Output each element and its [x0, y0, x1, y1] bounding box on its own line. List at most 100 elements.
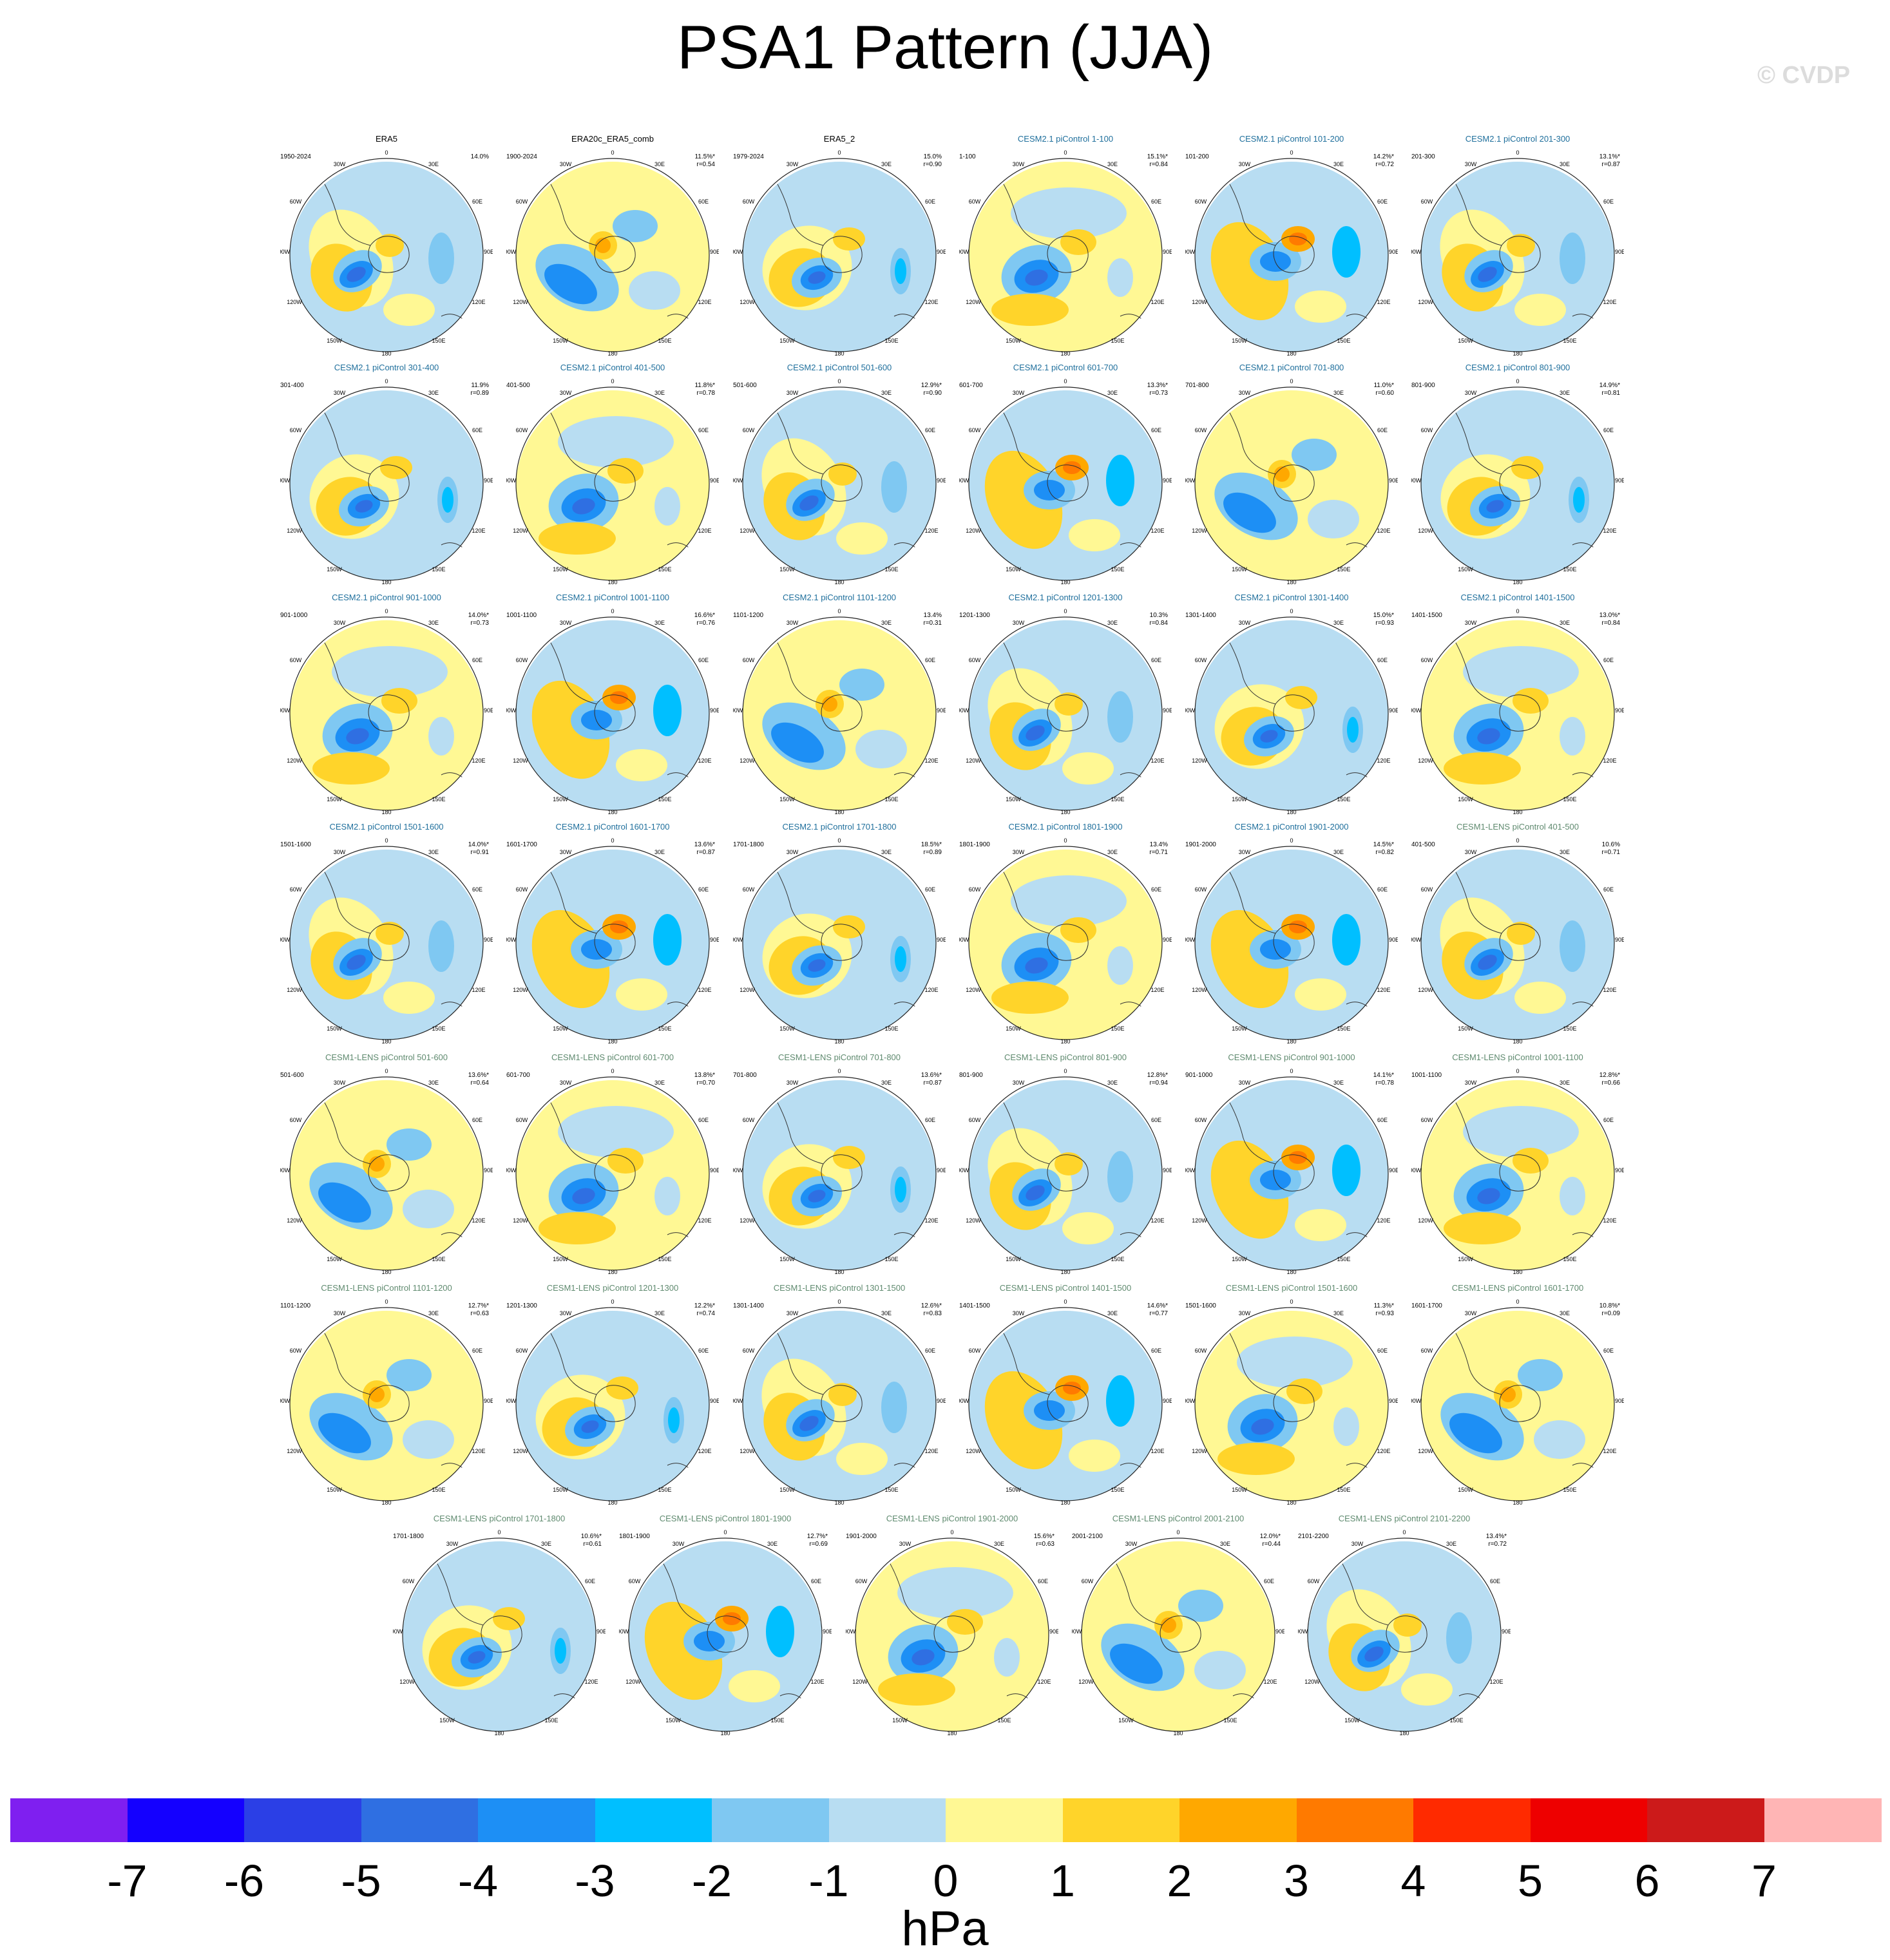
- longitude-label: 30E: [428, 849, 439, 855]
- longitude-label: 150E: [884, 796, 898, 803]
- south-america-coastline: [771, 174, 824, 246]
- longitude-label: 120W: [966, 299, 981, 305]
- longitude-label: 30W: [560, 620, 572, 626]
- pattern-correlation: r=0.44: [1262, 1541, 1281, 1548]
- colorbar-tick-label: 6: [1634, 1856, 1660, 1906]
- anomaly-contour: [1106, 1375, 1134, 1427]
- longitude-label: 150W: [553, 566, 568, 573]
- map-panel: ERA5 1950-2024 14.0% 0 30W 30E 60W 60E 90W 90E 120…: [280, 134, 493, 359]
- longitude-label: 90W: [959, 707, 969, 714]
- longitude-label: 60E: [698, 657, 709, 663]
- panel-title: CESM2.1 piControl 1901-2000: [1234, 822, 1349, 832]
- longitude-label: 120E: [924, 528, 938, 534]
- longitude-label: 60E: [1151, 886, 1161, 893]
- longitude-label: 30E: [654, 1310, 665, 1317]
- anomaly-contour: [1069, 1440, 1120, 1472]
- panel-period: 401-500: [506, 382, 530, 389]
- panel-stats: 12.2%* r=0.74: [694, 1302, 715, 1318]
- polar-map: 0 30W 30E 60W 60E 90W 90E 120W 120E 150W 150E 180: [506, 378, 719, 585]
- longitude-label: 30E: [541, 1541, 551, 1547]
- panel-title: CESM1-LENS piControl 901-1000: [1228, 1052, 1355, 1062]
- longitude-label: 150E: [432, 1487, 445, 1493]
- colorbar-tick-label: 4: [1400, 1856, 1426, 1906]
- panel-period: 2001-2100: [1072, 1533, 1103, 1540]
- longitude-label: 90E: [1502, 1628, 1511, 1635]
- map-panel: CESM2.1 piControl 1401-1500 1401-1500 13.0…: [1411, 593, 1624, 818]
- colorbar-tick-label: -3: [575, 1856, 615, 1906]
- longitude-label: 180: [381, 350, 391, 357]
- longitude-label: 90E: [710, 1167, 719, 1174]
- longitude-label: 60E: [1603, 886, 1614, 893]
- longitude-label: 30E: [1333, 1080, 1344, 1086]
- south-america-coastline: [997, 633, 1050, 705]
- explained-variance: 16.6%*: [694, 612, 715, 619]
- longitude-label: 180: [1286, 1499, 1296, 1506]
- longitude-label: 120W: [287, 299, 302, 305]
- longitude-label: 150E: [432, 338, 445, 344]
- anomaly-contour: [442, 487, 453, 513]
- longitude-label: 120E: [1377, 987, 1390, 993]
- anomaly-contour: [1110, 1643, 1163, 1684]
- panel-stats: 10.8%* r=0.09: [1599, 1302, 1620, 1318]
- longitude-label: 120E: [698, 987, 711, 993]
- polar-map: 0 30W 30E 60W 60E 90W 90E 120W 120E 150W 150E 180: [959, 837, 1172, 1045]
- antarctica-coastline: [821, 464, 863, 502]
- longitude-label: 30E: [654, 161, 665, 167]
- polar-map: 0 30W 30E 60W 60E 90W 90E 120W 120E 150W 150E 180: [1185, 1068, 1398, 1275]
- polar-map: 0 30W 30E 60W 60E 90W 90E 120W 120E 150W 150E 180: [846, 1529, 1058, 1736]
- anomaly-contour: [1364, 1646, 1384, 1662]
- longitude-label: 120W: [1304, 1679, 1320, 1685]
- colorbar-tick-label: -2: [691, 1856, 732, 1906]
- longitude-label: 30W: [1013, 390, 1025, 396]
- polar-map: 0 30W 30E 60W 60E 90W 90E 120W 120E 150W 150E 180: [1185, 149, 1398, 357]
- anomaly-contour: [616, 978, 667, 1011]
- longitude-label: 180: [834, 350, 844, 357]
- antarctica-coastline: [821, 694, 863, 732]
- antarctica-coastline: [1047, 694, 1089, 732]
- explained-variance: 11.9%: [471, 382, 489, 389]
- longitude-label: 150E: [1563, 1487, 1576, 1493]
- longitude-label: 90W: [280, 937, 291, 943]
- explained-variance: 14.0%*: [468, 841, 489, 848]
- colorbar-tick-label: 1: [1050, 1856, 1075, 1906]
- anomaly-contour: [428, 920, 454, 972]
- antarctica-coastline: [1273, 1154, 1315, 1192]
- anomaly-contour: [1477, 728, 1500, 745]
- anomaly-contour: [1025, 269, 1048, 286]
- longitude-label: 150E: [1337, 1256, 1350, 1262]
- anomaly-contour: [1063, 1382, 1081, 1394]
- south-america-coastline: [544, 1323, 597, 1395]
- longitude-label: 150E: [884, 1487, 898, 1493]
- anomaly-contour: [1223, 492, 1276, 533]
- panel-period: 1301-1400: [733, 1302, 764, 1309]
- longitude-label: 90W: [280, 1398, 291, 1404]
- explained-variance: 13.8%*: [694, 1072, 715, 1079]
- anomaly-contour: [1194, 1651, 1246, 1689]
- panel-stats: 13.4% r=0.71: [1149, 841, 1168, 857]
- anomaly-contour: [428, 233, 454, 284]
- south-america-coastline: [997, 174, 1050, 246]
- longitude-label: 0: [837, 1299, 841, 1305]
- south-america-coastline: [771, 862, 824, 934]
- polar-map: 0 30W 30E 60W 60E 90W 90E 120W 120E 150W 150E 180: [506, 149, 719, 357]
- longitude-label: 120E: [1603, 299, 1616, 305]
- polar-map: 0 30W 30E 60W 60E 90W 90E 120W 120E 150W 150E 180: [1411, 149, 1624, 357]
- anomaly-contour: [607, 1148, 644, 1174]
- longitude-label: 30W: [787, 620, 799, 626]
- longitude-label: 150E: [658, 1025, 671, 1032]
- longitude-label: 60E: [925, 1117, 935, 1123]
- longitude-label: 60W: [1421, 1347, 1433, 1354]
- anomaly-contour: [610, 920, 628, 933]
- map-panel: CESM2.1 piControl 1001-1100 1001-1100 16.6…: [506, 593, 719, 818]
- antarctica-coastline: [1499, 1154, 1541, 1192]
- longitude-label: 60E: [1603, 427, 1614, 433]
- longitude-label: 60E: [472, 198, 482, 205]
- longitude-label: 150W: [779, 1025, 795, 1032]
- polar-map: 0 30W 30E 60W 60E 90W 90E 120W 120E 150W 150E 180: [280, 1299, 493, 1506]
- antarctica-coastline: [1047, 464, 1089, 502]
- longitude-label: 60E: [698, 427, 709, 433]
- panel-period: 1979-2024: [733, 153, 764, 160]
- longitude-label: 30E: [654, 849, 665, 855]
- panel-period: 1401-1500: [1411, 612, 1442, 619]
- pattern-correlation: r=0.63: [470, 1310, 489, 1317]
